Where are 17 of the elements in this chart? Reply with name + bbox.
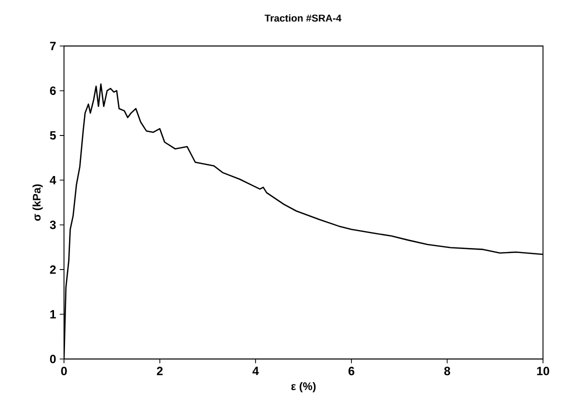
x-tick-label: 10: [537, 366, 550, 376]
y-tick-label: 3: [50, 220, 56, 230]
chart-title: Traction #SRA-4: [264, 14, 342, 22]
y-tick-label: 6: [50, 86, 56, 95]
x-tick-label: 2: [156, 366, 163, 376]
y-tick-label: 4: [50, 176, 56, 184]
x-axis-title: ε (%): [291, 382, 316, 392]
y-tick-label: 1: [50, 310, 56, 318]
y-axis-title: σ (kPa): [32, 184, 43, 221]
x-tick-label: 4: [252, 366, 259, 375]
y-tick-label: 0: [50, 354, 56, 364]
x-tick-label: 6: [348, 366, 354, 376]
x-tick-label: 0: [61, 366, 67, 376]
y-tick-label: 5: [50, 131, 56, 140]
y-tick-label: 7: [50, 42, 56, 50]
y-tick-label: 2: [50, 265, 56, 274]
x-tick-label: 8: [444, 366, 450, 376]
